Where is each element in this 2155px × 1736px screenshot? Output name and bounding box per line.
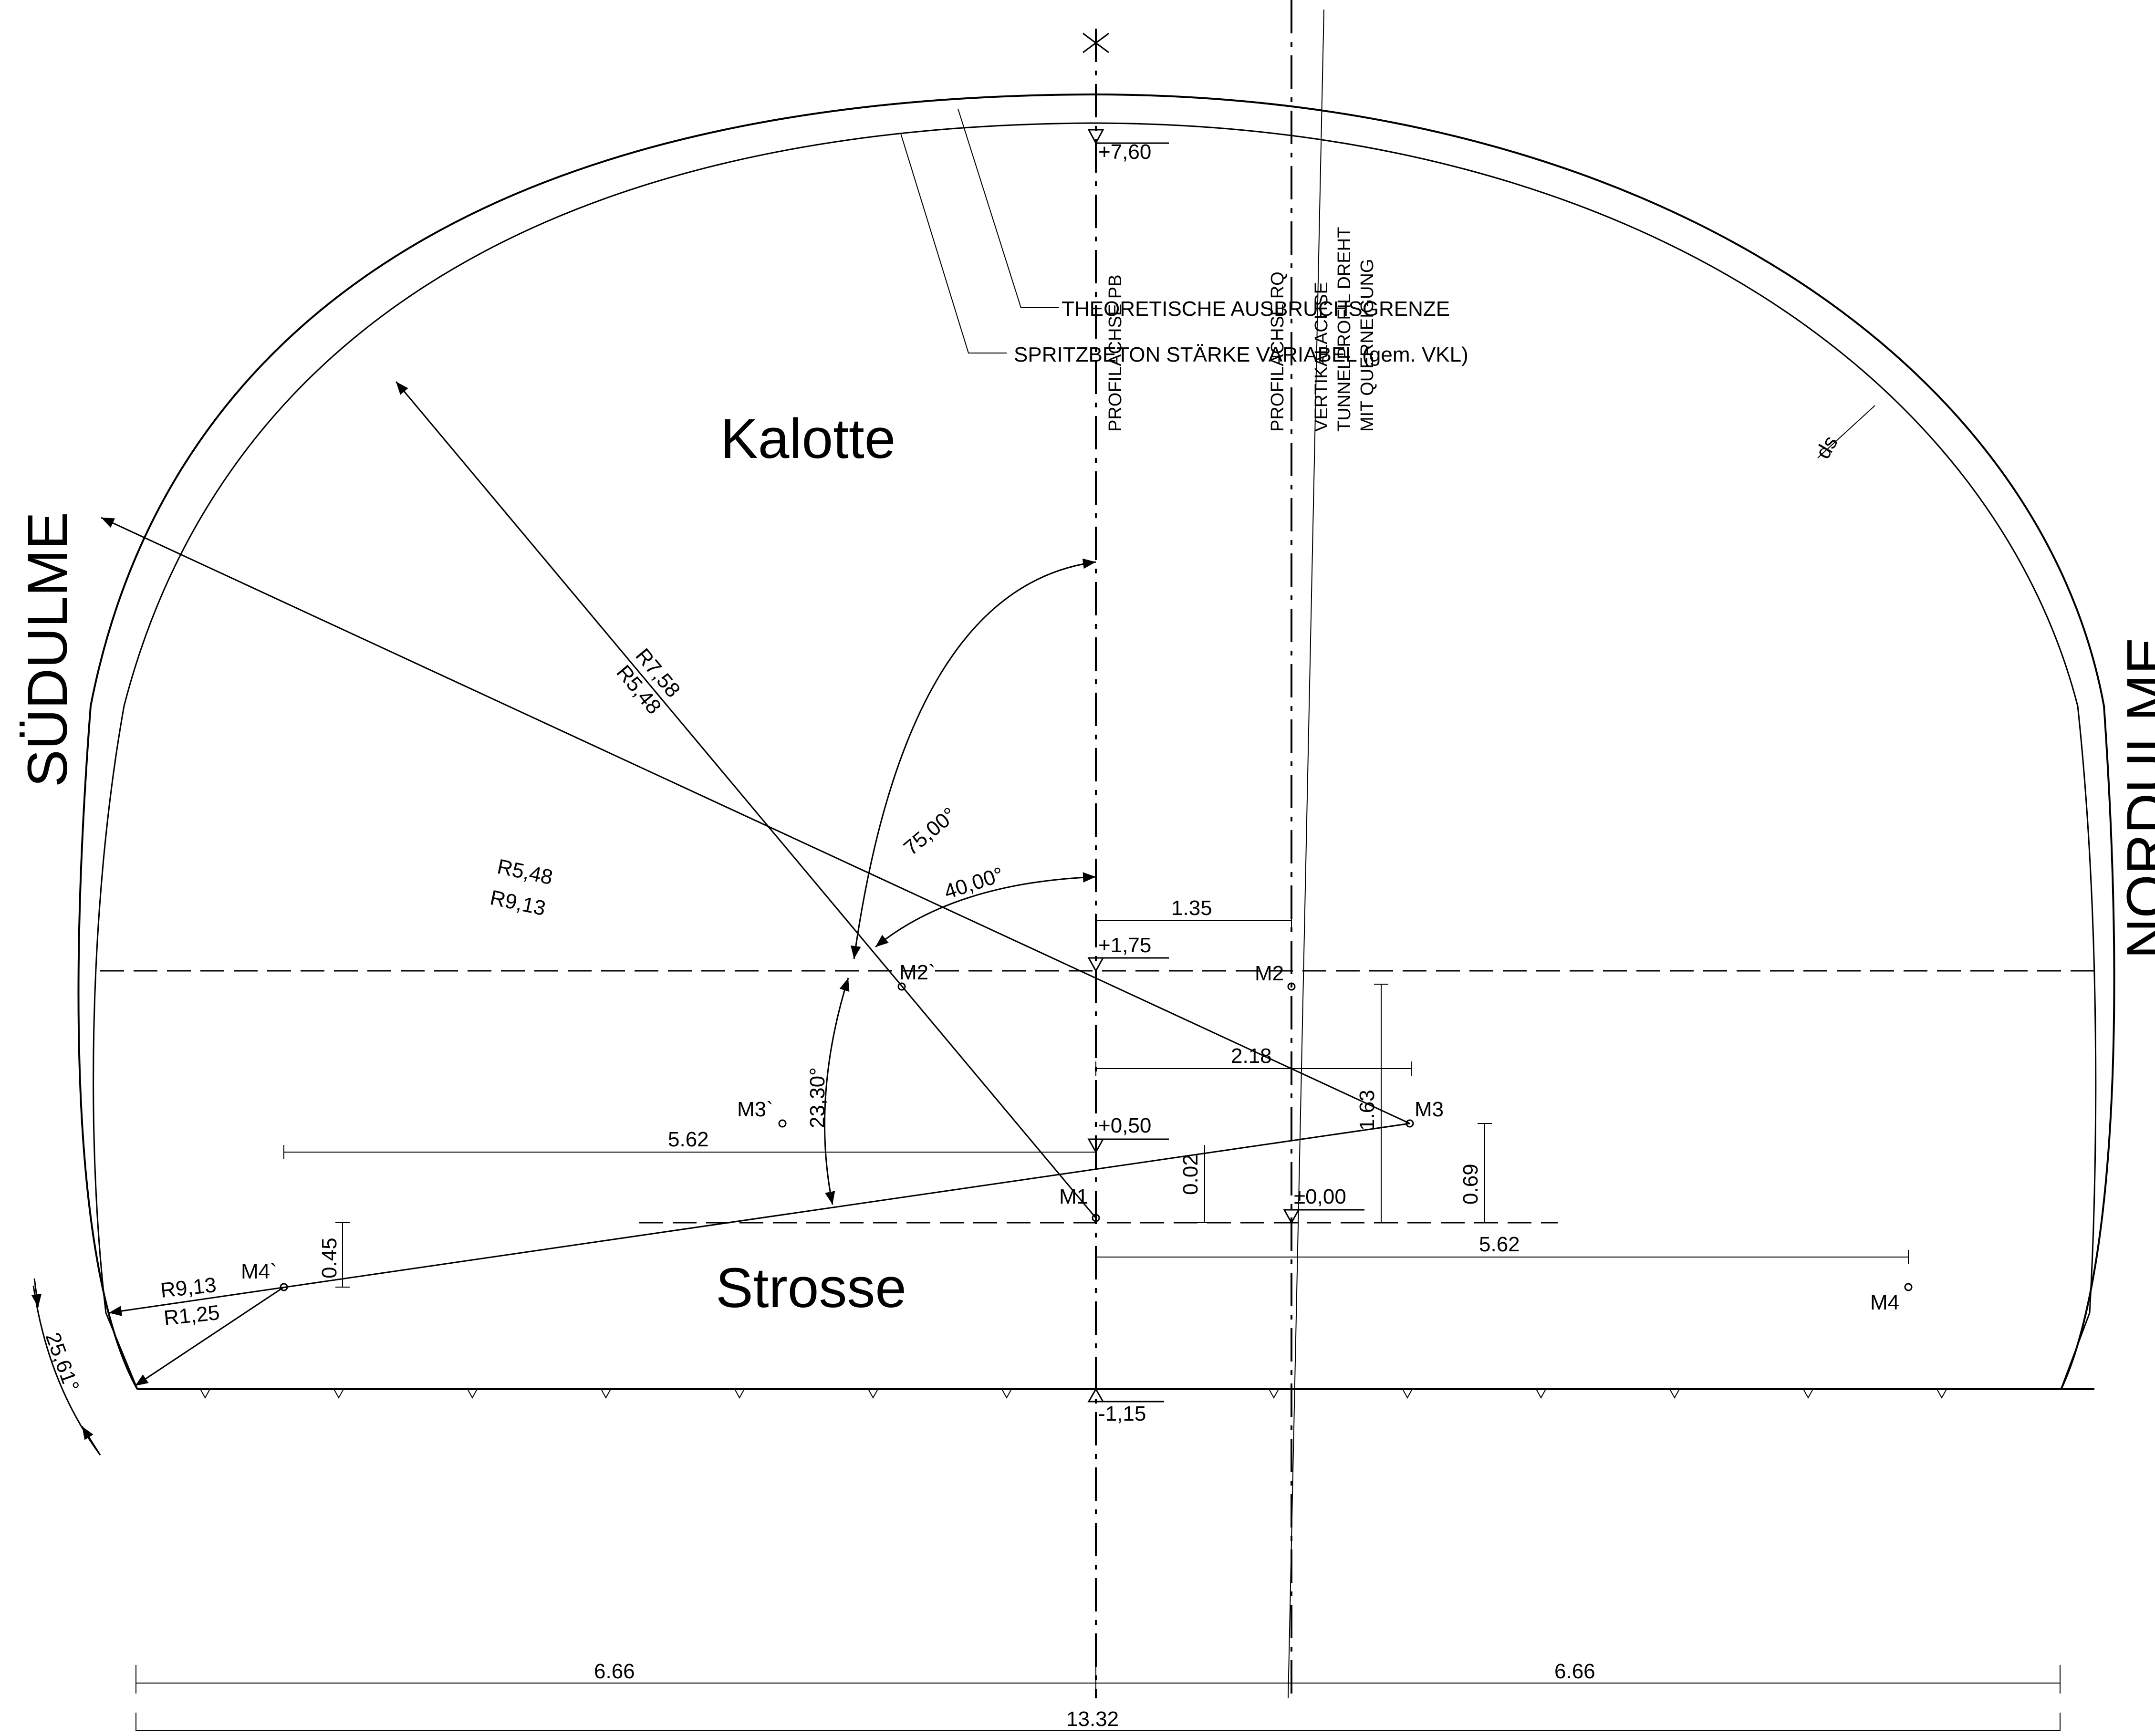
radius-r548-label-b: R5,48 <box>495 855 555 889</box>
suedulme-label: SÜDULME <box>16 512 79 787</box>
inner-lining-line <box>93 122 2097 1313</box>
angle-40-label: 40,00° <box>941 863 1007 904</box>
arc-75 <box>851 558 1096 959</box>
dim-163: 1.63 <box>1355 1090 1379 1131</box>
dim-666-left: 6.66 <box>594 1660 635 1683</box>
level-markers <box>1087 129 1364 1403</box>
point-m1-label: M1 <box>1059 1185 1088 1208</box>
vertikalachse-line <box>1288 9 1324 1699</box>
axis-rq-label: PROFILACHSE RQ <box>1268 271 1288 432</box>
dim-135: 1.35 <box>1171 896 1212 920</box>
radius-r125-line <box>135 1286 284 1387</box>
point-m3p-label: M3` <box>737 1098 773 1121</box>
region-strosse: Strosse <box>716 1257 906 1320</box>
center-points <box>280 982 1913 1291</box>
dim-562-left: 5.62 <box>668 1128 709 1151</box>
angle-75-label: 75,00° <box>899 803 961 860</box>
ds-label: ds <box>1811 432 1843 463</box>
dim-666-right: 6.66 <box>1554 1660 1595 1683</box>
point-m1-marker <box>1092 1214 1100 1222</box>
arc-40 <box>875 872 1096 948</box>
axis-tunnelprofil-label: TUNNELPROFIL DREHT <box>1334 227 1354 432</box>
level-m2: +1,75 <box>1098 934 1151 957</box>
invert-ticks <box>200 1389 1947 1399</box>
angle-2330-label: 23,30° <box>806 1067 829 1128</box>
dim-045: 0.45 <box>318 1237 341 1279</box>
radius-r758-line <box>395 381 1097 1218</box>
point-m3p-marker <box>778 1119 787 1128</box>
radius-r913-label-b: R9,13 <box>159 1273 218 1302</box>
dim-002: 0.02 <box>1179 1154 1202 1195</box>
axis-vertikal-label: VERTIKALACHSE <box>1312 282 1332 432</box>
level-m3: +0,50 <box>1098 1114 1151 1137</box>
point-m4p-label: M4` <box>241 1260 277 1283</box>
outer-excavation-line <box>77 93 2115 1390</box>
dimension-lines <box>135 914 2061 1731</box>
theoretische-label: THEORETISCHE AUSBRUCHSGRENZE <box>1062 297 1450 321</box>
point-m4-label: M4 <box>1870 1291 1899 1314</box>
level-bottom: -1,15 <box>1098 1402 1146 1425</box>
construction-lines <box>101 108 1875 1387</box>
point-m2-marker <box>1287 982 1296 991</box>
radius-r913-line <box>108 1123 1410 1316</box>
dim-562-right: 5.62 <box>1479 1233 1520 1256</box>
tunnel-outline <box>77 93 2115 1399</box>
point-m2-label: M2 <box>1255 962 1284 985</box>
level-top: +7,60 <box>1098 140 1151 164</box>
point-m2p-label: M2` <box>899 961 936 984</box>
point-m4-marker <box>1904 1283 1913 1291</box>
axis-lines <box>100 0 2094 1699</box>
dim-069: 0.69 <box>1459 1164 1482 1205</box>
radius-r548-line <box>101 517 1410 1124</box>
spritzbeton-label: SPRITZBETON STÄRKE VARIABEL (gem. VKL) <box>1014 343 1468 366</box>
arc-2330 <box>824 977 850 1205</box>
point-m2p-marker <box>897 982 906 991</box>
radius-r125-label: R1,25 <box>163 1301 221 1330</box>
dim-1332: 13.32 <box>1066 1707 1119 1731</box>
angle-2561-label: 25,61° <box>41 1330 84 1395</box>
point-m3-label: M3 <box>1415 1098 1444 1121</box>
level-zero: ±0,00 <box>1294 1185 1346 1208</box>
point-m4p-marker <box>280 1283 288 1291</box>
dim-218: 2.18 <box>1231 1044 1272 1068</box>
radius-r913-label-a: R9,13 <box>488 886 548 920</box>
angle-arcs <box>31 558 1096 1455</box>
nordulme-label: NORDULME <box>2115 637 2155 959</box>
axis-pb-label: PROFILACHSE PB <box>1105 275 1125 432</box>
point-m3-marker <box>1405 1119 1414 1128</box>
axis-querneigung-label: MIT QUERNEIGUNG <box>1357 259 1377 432</box>
region-kalotte: Kalotte <box>720 407 895 470</box>
